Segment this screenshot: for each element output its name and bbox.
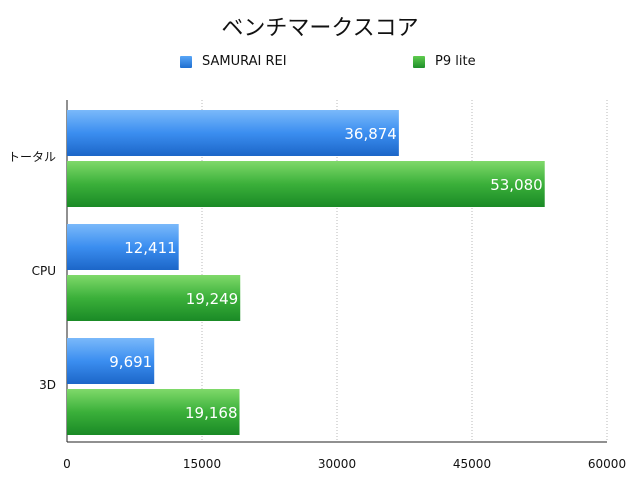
x-tick-label: 60000 — [588, 457, 626, 471]
bar-value-label: 19,249 — [186, 290, 239, 308]
legend-swatch-p9-lite — [413, 55, 425, 68]
legend-swatch-samurai-rei — [180, 55, 192, 68]
bar-p9-lite — [67, 275, 241, 321]
bar-p9-lite — [67, 161, 545, 207]
bar-value-label: 53,080 — [490, 176, 543, 194]
bar-p9-lite — [67, 389, 240, 435]
bar-value-label: 19,168 — [185, 404, 238, 422]
x-tick-label: 30000 — [318, 457, 356, 471]
bar-value-label: 36,874 — [344, 125, 397, 143]
x-tick-label: 15000 — [183, 457, 221, 471]
legend-label-p9-lite: P9 lite — [435, 54, 476, 69]
bar-samurai-rei — [67, 110, 399, 156]
category-label: トータル — [8, 150, 56, 164]
legend-item-samurai-rei: SAMURAI REI — [180, 54, 287, 69]
x-tick-label: 0 — [63, 457, 71, 471]
category-label: 3D — [39, 378, 56, 392]
x-tick-label: 45000 — [453, 457, 491, 471]
category-label: CPU — [32, 264, 56, 278]
legend-label-samurai-rei: SAMURAI REI — [202, 54, 287, 69]
legend-item-p9-lite: P9 lite — [413, 54, 476, 69]
bar-value-label: 12,411 — [124, 239, 177, 257]
bar-value-label: 9,691 — [109, 353, 152, 371]
chart-title: ベンチマークスコア — [221, 16, 419, 41]
bar-samurai-rei — [67, 224, 179, 270]
bar-samurai-rei — [67, 338, 155, 384]
